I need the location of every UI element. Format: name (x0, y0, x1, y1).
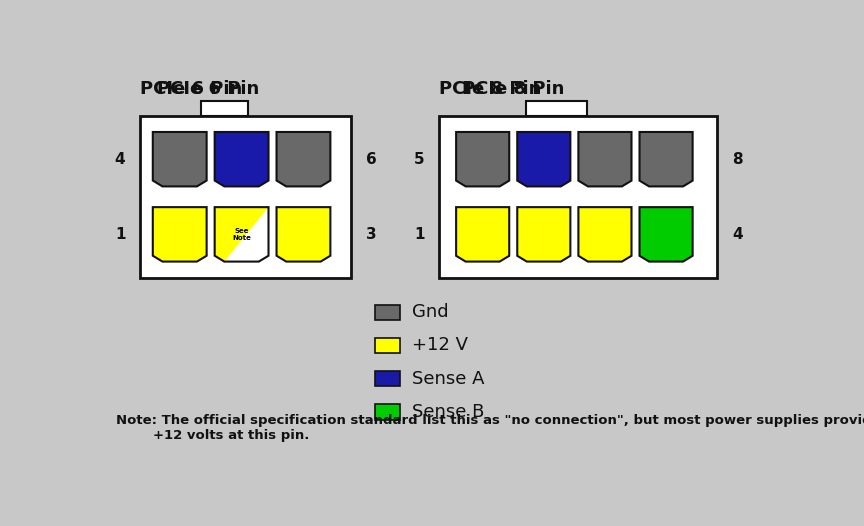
Text: PCIe 6 Pin: PCIe 6 Pin (140, 80, 243, 98)
Polygon shape (153, 132, 206, 186)
Text: 4: 4 (732, 227, 743, 242)
Polygon shape (518, 207, 570, 261)
Polygon shape (578, 132, 632, 186)
Text: 5: 5 (414, 151, 425, 167)
Text: Gnd: Gnd (412, 303, 448, 321)
Bar (374, 371, 400, 386)
Polygon shape (214, 207, 269, 261)
Text: 1: 1 (414, 227, 425, 242)
Text: PCIe 6 Pin: PCIe 6 Pin (157, 79, 259, 97)
Polygon shape (153, 207, 206, 261)
Bar (525, 101, 587, 116)
Text: 4: 4 (115, 151, 125, 167)
Polygon shape (276, 207, 330, 261)
Polygon shape (518, 132, 570, 186)
Text: Sense A: Sense A (412, 370, 485, 388)
Bar (374, 404, 400, 420)
Bar (140, 116, 351, 278)
Text: 1: 1 (115, 227, 125, 242)
Text: 3: 3 (365, 227, 377, 242)
Polygon shape (639, 207, 693, 261)
Text: Note: The official specification standard list this as "no connection", but most: Note: The official specification standar… (116, 414, 864, 427)
Text: See
Note: See Note (232, 228, 251, 241)
Bar (374, 305, 400, 320)
Bar (374, 338, 400, 353)
Text: +12 V: +12 V (412, 337, 468, 355)
Bar (201, 101, 248, 116)
Polygon shape (578, 207, 632, 261)
Polygon shape (456, 207, 509, 261)
Text: Sense B: Sense B (412, 403, 485, 421)
Text: PCIe 8 Pin: PCIe 8 Pin (461, 79, 564, 97)
Polygon shape (639, 132, 693, 186)
Bar (440, 116, 717, 278)
Polygon shape (214, 207, 269, 261)
Text: PCIe 8 Pin: PCIe 8 Pin (440, 80, 542, 98)
Text: 8: 8 (732, 151, 743, 167)
Polygon shape (276, 132, 330, 186)
Text: 6: 6 (365, 151, 377, 167)
Text: +12 volts at this pin.: +12 volts at this pin. (116, 429, 309, 442)
Polygon shape (456, 132, 509, 186)
Polygon shape (214, 132, 269, 186)
